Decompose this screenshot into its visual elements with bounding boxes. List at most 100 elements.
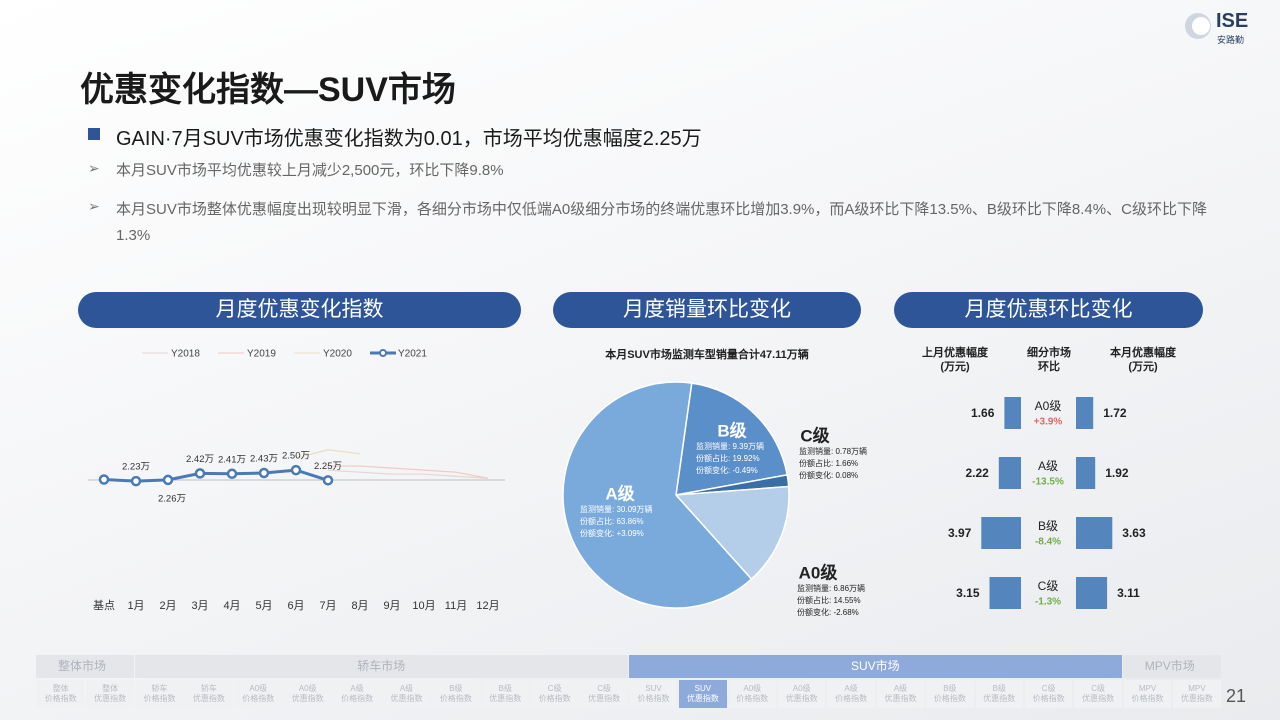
legend-marker	[379, 349, 387, 357]
nav-item[interactable]: SUV 价格指数	[629, 680, 678, 708]
nav-item[interactable]: MPV 优惠指数	[1173, 680, 1221, 708]
nav-item[interactable]: A0级 优惠指数	[284, 680, 332, 708]
nav-item-text: 轿车	[200, 684, 217, 693]
nav-item-text: A0级	[249, 684, 268, 693]
nav-item-text: 轿车	[151, 684, 168, 693]
nav-item[interactable]: A0级 优惠指数	[778, 680, 826, 708]
bar	[1076, 457, 1096, 489]
nav-item-text: 价格指数	[1131, 694, 1164, 703]
legend-label: Y2019	[247, 349, 276, 360]
nav-item-text: 价格指数	[637, 694, 670, 703]
data-label: 2.50万	[282, 451, 310, 462]
data-point	[162, 474, 174, 486]
nav-item-text: SUV	[694, 684, 712, 693]
nav-item-text: 优惠指数	[489, 694, 522, 703]
nav-item[interactable]: A级 优惠指数	[876, 680, 925, 708]
nav-item[interactable]: C级 优惠指数	[580, 680, 628, 708]
pie-slice	[674, 485, 790, 581]
nav-group[interactable]: SUV市场	[628, 655, 1122, 678]
nav-item[interactable]: 轿车 优惠指数	[185, 680, 233, 708]
change-label: +3.9%	[1034, 417, 1063, 428]
logo-sub: 安路勤	[1217, 35, 1245, 45]
nav-item-text: 优惠指数	[588, 694, 621, 703]
nav-item[interactable]: B级 优惠指数	[975, 680, 1023, 708]
nav-item[interactable]: 整体 优惠指数	[86, 680, 134, 708]
data-point	[290, 464, 302, 476]
column-header: 细分市场 环比	[1027, 347, 1071, 373]
nav-item-text: 优惠指数	[192, 694, 225, 703]
data-label: 2.25万	[314, 461, 342, 472]
nav-item-text: 价格指数	[341, 694, 374, 703]
nav-group[interactable]: MPV市场	[1122, 655, 1221, 678]
nav-item-text: A级	[350, 684, 364, 693]
change-label: -8.4%	[1035, 537, 1061, 548]
x-tick-label: 3月	[191, 600, 208, 612]
nav-item[interactable]: B级 价格指数	[926, 680, 974, 708]
nav-item[interactable]: B级 优惠指数	[481, 680, 529, 708]
nav-item[interactable]: B级 价格指数	[432, 680, 480, 708]
bar-value: 1.66	[971, 406, 995, 420]
nav-item-text: 优惠指数	[291, 694, 324, 703]
pie-slice	[562, 381, 753, 609]
nav-item[interactable]: SUV 优惠指数	[679, 680, 727, 708]
nav-item-text: C级	[547, 684, 562, 693]
nav-item[interactable]: A0级 价格指数	[234, 680, 282, 708]
nav-item-text: B级	[498, 684, 512, 693]
headline: GAIN·7月SUV市场优惠变化指数为0.01，市场平均优惠幅度2.25万	[116, 128, 702, 150]
change-label: -13.5%	[1032, 477, 1064, 488]
bar-value: 3.11	[1117, 586, 1140, 600]
nav-item-text: C级	[597, 684, 611, 693]
data-label: 2.41万	[218, 454, 246, 465]
nav-item-text: 优惠指数	[94, 694, 127, 703]
data-point	[226, 468, 238, 480]
nav-item-text: B级	[449, 684, 463, 693]
nav-item-text: B级	[992, 684, 1006, 693]
nav-item-text: MPV	[1138, 684, 1157, 693]
x-tick-label: 8月	[351, 600, 368, 612]
nav-item[interactable]: MPV 价格指数	[1123, 680, 1172, 708]
slice-detail: 份额变化: 0.08%	[799, 470, 858, 480]
data-point	[258, 467, 270, 479]
data-point	[130, 475, 142, 487]
x-tick-label: 5月	[255, 600, 272, 612]
slice-detail: 份额占比: 63.86%	[580, 516, 644, 526]
slice-detail: 份额变化: -2.68%	[797, 607, 859, 617]
nav-item[interactable]: C级 价格指数	[531, 680, 579, 708]
bar-value: 3.97	[948, 526, 972, 540]
nav-item[interactable]: C级 价格指数	[1025, 680, 1073, 708]
pie-slice	[675, 382, 789, 496]
data-label: 2.43万	[250, 453, 278, 464]
nav-item-text: 优惠指数	[390, 694, 423, 703]
column-header: 上月优惠幅度 (万元)	[922, 347, 988, 373]
nav-item[interactable]: C级 优惠指数	[1074, 680, 1122, 708]
data-point	[194, 468, 206, 479]
nav-item-text: SUV	[645, 684, 662, 693]
nav-item[interactable]: 整体 价格指数	[37, 680, 85, 708]
bar-value: 3.15	[956, 586, 980, 600]
legend-label: Y2021	[398, 349, 427, 360]
nav-group[interactable]: 轿车市场	[134, 655, 628, 678]
data-label: 2.42万	[186, 454, 214, 465]
nav-item[interactable]: A级 优惠指数	[382, 680, 431, 708]
nav-item-text: A0级	[743, 684, 762, 693]
nav-group[interactable]: 整体市场	[36, 655, 134, 678]
nav-item-text: C级	[1041, 684, 1056, 693]
nav-item[interactable]: A级 价格指数	[333, 680, 381, 708]
nav-item[interactable]: A0级 价格指数	[728, 680, 776, 708]
slide-title: 优惠变化指数—SUV市场	[80, 71, 456, 109]
arrow-icon: ➢	[88, 160, 100, 176]
nav-item-text: A级	[893, 684, 908, 693]
series-line	[295, 449, 361, 459]
nav-item-text: 优惠指数	[983, 694, 1016, 703]
nav-item[interactable]: A级 价格指数	[827, 680, 875, 708]
data-point	[322, 475, 334, 486]
panel-title: 月度销量环比变化	[553, 292, 861, 328]
slice-detail: 份额占比: 14.55%	[797, 595, 861, 605]
category-label: C级	[1038, 579, 1059, 593]
nav-item-text: 价格指数	[143, 694, 176, 703]
series-line	[103, 468, 329, 483]
bar	[1004, 397, 1021, 429]
x-tick-label: 9月	[383, 600, 400, 612]
nav-item[interactable]: 轿车 价格指数	[135, 680, 184, 708]
bar-value: 2.22	[965, 466, 989, 480]
